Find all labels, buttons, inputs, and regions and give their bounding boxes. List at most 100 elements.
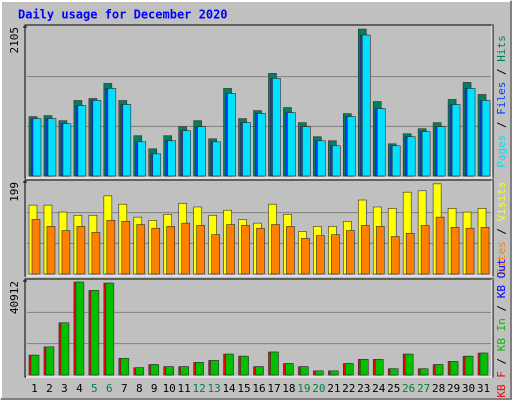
bar — [135, 367, 145, 376]
x-tick-label: 23 — [357, 382, 370, 395]
bar — [271, 224, 280, 275]
bar — [479, 352, 489, 376]
bar — [330, 370, 339, 376]
y-tick-label: 40912 — [8, 281, 21, 314]
bar — [332, 145, 341, 177]
bar — [465, 227, 475, 275]
bar — [211, 234, 220, 275]
bar — [32, 118, 42, 177]
bar — [300, 366, 309, 376]
x-tick-label: 10 — [163, 382, 176, 395]
bar — [405, 233, 415, 275]
y-tick-label: 2105 — [8, 27, 21, 54]
bar — [76, 226, 86, 275]
bar — [240, 355, 249, 376]
bar — [31, 219, 41, 275]
bar — [375, 226, 385, 275]
x-tick-label: 18 — [282, 382, 295, 395]
x-tick-label: 11 — [178, 382, 191, 395]
bar — [464, 355, 474, 376]
bar — [449, 361, 459, 376]
bar — [390, 236, 400, 275]
legend-separator: / — [495, 298, 508, 318]
bar — [122, 104, 132, 177]
x-tick-label: 24 — [372, 382, 386, 395]
x-tick-label: 28 — [432, 382, 445, 395]
bar — [107, 88, 117, 177]
panel — [24, 278, 494, 378]
bar — [91, 232, 101, 275]
legend-entry: Files — [495, 82, 508, 115]
bar — [152, 153, 162, 177]
bar — [256, 227, 265, 275]
bar — [481, 100, 491, 177]
x-tick-label: 20 — [312, 382, 325, 395]
legend-entry: Sites — [495, 241, 508, 274]
bar — [421, 131, 431, 177]
bar — [286, 226, 295, 275]
legend-entry: Hits — [495, 35, 508, 62]
x-tick-label: 31 — [477, 382, 490, 395]
bar — [241, 225, 250, 275]
bar — [359, 359, 369, 376]
bar — [376, 108, 386, 177]
bar — [315, 370, 324, 376]
bar — [466, 88, 476, 177]
legend-separator: / — [495, 62, 508, 82]
x-tick-label: 4 — [76, 382, 83, 395]
bar — [285, 363, 294, 376]
bar — [120, 357, 130, 376]
bar — [137, 141, 147, 177]
legend-entry: KB In — [495, 318, 508, 351]
bar — [360, 225, 370, 275]
x-tick-label: 26 — [402, 382, 415, 395]
bar — [121, 220, 131, 275]
bar — [196, 225, 205, 275]
bar — [75, 281, 85, 376]
bar — [302, 126, 311, 177]
x-tick-label: 9 — [151, 382, 158, 395]
bar — [166, 226, 176, 275]
x-tick-label: 6 — [106, 382, 113, 395]
bar — [181, 222, 190, 275]
x-tick-label: 1 — [31, 382, 38, 395]
bar — [30, 354, 40, 376]
bar — [317, 140, 326, 177]
bar — [406, 136, 416, 177]
x-tick-label: 5 — [91, 382, 98, 395]
x-tick-label: 17 — [267, 382, 280, 395]
bar — [227, 93, 236, 177]
bar — [105, 282, 115, 376]
bar — [106, 220, 116, 275]
panel-bevel — [26, 279, 493, 378]
bar — [419, 368, 429, 376]
bar — [331, 234, 340, 275]
legend-separator: / — [495, 115, 508, 135]
bar — [301, 238, 310, 275]
bar — [316, 235, 325, 275]
bar — [272, 78, 281, 177]
bar — [270, 351, 279, 376]
bar — [212, 141, 221, 177]
bar — [47, 118, 57, 177]
bar — [347, 116, 356, 177]
bar — [210, 360, 219, 376]
bar — [197, 126, 206, 177]
bar — [345, 363, 354, 376]
bar — [480, 227, 490, 275]
bar — [151, 227, 161, 275]
bar — [46, 226, 56, 275]
bar — [346, 230, 355, 275]
legend: Pages / Files / Hits — [495, 35, 508, 168]
legend-entry: KB F — [495, 371, 508, 398]
bar — [195, 362, 204, 376]
bar — [182, 130, 191, 177]
bar — [92, 100, 102, 177]
bar — [435, 216, 445, 275]
bar — [45, 346, 55, 376]
bar — [62, 123, 72, 177]
